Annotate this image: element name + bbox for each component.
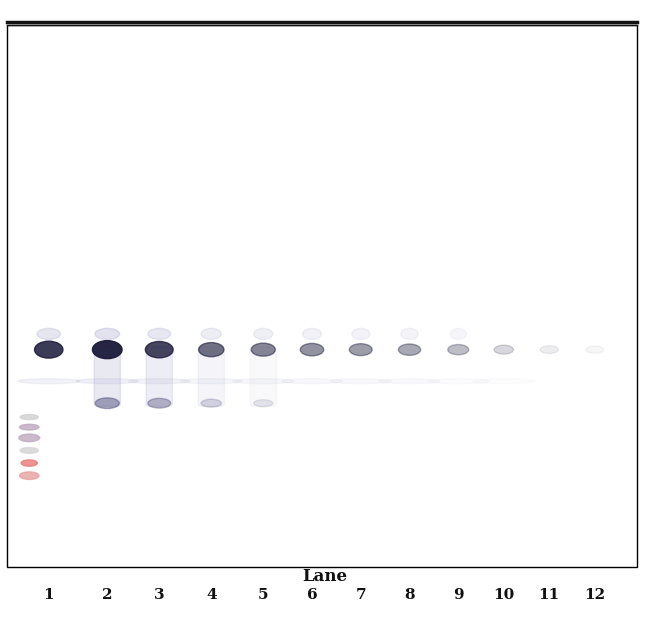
Ellipse shape — [199, 343, 224, 357]
Ellipse shape — [20, 425, 39, 430]
Ellipse shape — [300, 343, 324, 356]
Text: 5: 5 — [258, 588, 268, 602]
Ellipse shape — [37, 328, 60, 340]
Ellipse shape — [77, 379, 138, 384]
Ellipse shape — [352, 328, 370, 340]
Ellipse shape — [19, 434, 40, 442]
Ellipse shape — [450, 328, 466, 340]
Ellipse shape — [201, 328, 222, 340]
Ellipse shape — [349, 344, 372, 355]
Ellipse shape — [494, 345, 514, 354]
Ellipse shape — [146, 341, 173, 358]
Ellipse shape — [21, 460, 38, 466]
Ellipse shape — [20, 472, 39, 479]
Ellipse shape — [95, 328, 120, 340]
Ellipse shape — [34, 341, 63, 358]
Ellipse shape — [181, 379, 242, 384]
Text: Lane: Lane — [302, 568, 348, 585]
Ellipse shape — [148, 328, 171, 340]
Ellipse shape — [254, 399, 273, 407]
Ellipse shape — [129, 379, 190, 384]
Text: 4: 4 — [206, 588, 216, 602]
Ellipse shape — [254, 328, 273, 340]
Ellipse shape — [281, 379, 343, 384]
Text: 9: 9 — [453, 588, 463, 602]
Text: 8: 8 — [404, 588, 415, 602]
Ellipse shape — [201, 399, 222, 407]
Text: 2: 2 — [102, 588, 112, 602]
Text: 7: 7 — [356, 588, 366, 602]
Text: 1: 1 — [44, 588, 54, 602]
Ellipse shape — [20, 415, 38, 420]
Text: 3: 3 — [154, 588, 164, 602]
Ellipse shape — [398, 344, 421, 355]
Text: 11: 11 — [539, 588, 560, 602]
Ellipse shape — [92, 341, 122, 358]
Text: 10: 10 — [493, 588, 514, 602]
Text: 12: 12 — [584, 588, 605, 602]
Ellipse shape — [401, 328, 418, 340]
Ellipse shape — [448, 345, 469, 355]
Ellipse shape — [303, 328, 321, 340]
FancyBboxPatch shape — [250, 346, 276, 406]
Ellipse shape — [95, 398, 120, 408]
Ellipse shape — [330, 379, 391, 384]
Ellipse shape — [18, 379, 79, 384]
FancyBboxPatch shape — [198, 346, 224, 406]
Ellipse shape — [20, 447, 38, 454]
Ellipse shape — [251, 343, 276, 356]
Ellipse shape — [148, 398, 171, 408]
Text: 6: 6 — [307, 588, 317, 602]
FancyBboxPatch shape — [146, 346, 172, 406]
FancyBboxPatch shape — [94, 346, 120, 406]
Ellipse shape — [540, 346, 558, 353]
Ellipse shape — [233, 379, 294, 384]
